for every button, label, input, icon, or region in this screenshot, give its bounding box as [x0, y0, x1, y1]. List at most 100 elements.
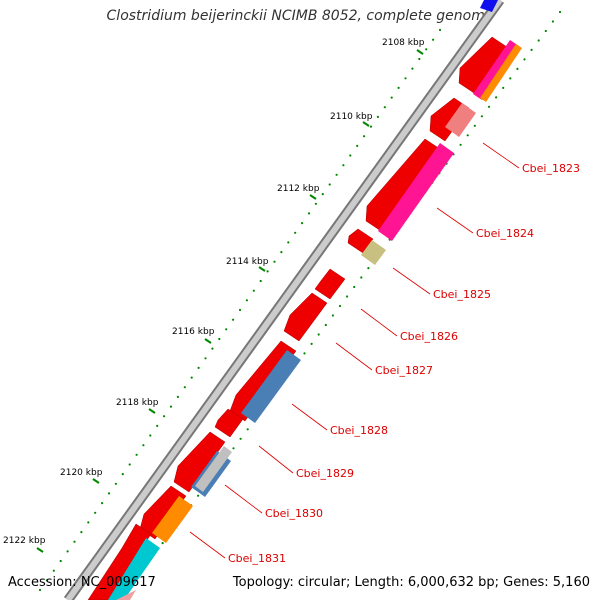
ruler-dot	[335, 173, 338, 176]
ruler-major-tick	[204, 338, 212, 344]
ruler-dot	[480, 115, 483, 118]
gene-bar-orange[interactable]	[152, 496, 193, 543]
ruler-label-2122: 2122 kbp	[3, 536, 46, 546]
ruler-dot	[273, 260, 276, 263]
ruler-dot	[107, 492, 111, 495]
ruler-dot	[331, 314, 334, 317]
reverse-strand-genes	[108, 40, 522, 600]
ruler-dot	[232, 447, 235, 450]
gene-bar-salmon[interactable]	[445, 103, 476, 137]
ruler-major-tick	[92, 478, 100, 484]
ruler-dot	[314, 202, 317, 205]
forward-gene[interactable]	[283, 292, 328, 342]
gene-label-cbei-1827[interactable]: Cbei_1827	[375, 364, 433, 377]
ruler-dot	[360, 276, 363, 279]
gene-bar-magenta[interactable]	[378, 143, 454, 241]
gene-label-cbei-1831[interactable]: Cbei_1831	[228, 552, 286, 565]
ruler-dot	[211, 347, 214, 350]
forward-gene[interactable]	[458, 36, 508, 94]
ruler-dot	[80, 531, 83, 534]
ruler-dot	[294, 231, 297, 234]
ruler-dot	[411, 67, 414, 70]
map-title: Clostridium beijerinckii NCIMB 8052, com…	[106, 8, 494, 24]
ruler-dot	[466, 134, 469, 137]
forward-gene[interactable]	[314, 268, 346, 300]
ruler-dot	[544, 29, 547, 33]
ruler-dot	[404, 77, 407, 80]
ruler-major-tick	[362, 121, 370, 127]
gene-bar-steel-blue[interactable]	[241, 350, 301, 423]
ruler-labels: 2108 kbp 2110 kbp 2112 kbp 2114 kbp 2116…	[3, 38, 425, 546]
ruler-dot	[438, 28, 442, 32]
ruler-dot	[523, 58, 526, 61]
ruler-dot	[321, 193, 324, 196]
ruler-dot	[432, 38, 435, 41]
ruler-dot	[383, 106, 386, 109]
ruler-dot	[537, 39, 540, 42]
gene-label-cbei-1823[interactable]: Cbei_1823	[522, 162, 580, 175]
ruler-dot	[149, 434, 152, 437]
ruler-dot	[245, 299, 248, 302]
ruler-dot	[328, 183, 331, 186]
ruler-dot	[52, 569, 55, 572]
ruler-dot	[94, 511, 97, 514]
ruler-dot	[101, 502, 104, 505]
ruler-dot	[163, 415, 166, 418]
ruler-dot	[495, 96, 498, 99]
leader-line	[482, 142, 520, 169]
ruler-label-2114: 2114 kbp	[226, 257, 269, 267]
ruler-dot	[487, 105, 491, 108]
ruler-dot	[87, 521, 90, 524]
ruler-dot	[558, 10, 562, 14]
gene-label-cbei-1828[interactable]: Cbei_1828	[330, 424, 388, 437]
genome-summary-text: Topology: circular; Length: 6,000,632 bp…	[232, 575, 590, 590]
leader-line	[360, 308, 398, 337]
gene-bar-olive[interactable]	[361, 240, 386, 265]
gene-bar-orange-top[interactable]	[480, 44, 522, 102]
gene-label-cbei-1829[interactable]: Cbei_1829	[296, 467, 354, 480]
ruler-dot	[363, 135, 366, 138]
ruler-dot	[121, 473, 124, 476]
gene-bar-light-gray[interactable]	[195, 446, 232, 492]
backbone	[63, 0, 505, 600]
ruler-label-2118: 2118 kbp	[116, 398, 159, 408]
ruler-dot	[356, 144, 359, 147]
ruler-dot	[353, 285, 356, 289]
gene-label-cbei-1826[interactable]: Cbei_1826	[400, 330, 458, 343]
leader-lines	[189, 142, 520, 559]
ruler-dot	[473, 124, 476, 127]
gene-label-cbei-1825[interactable]: Cbei_1825	[433, 288, 491, 301]
ruler-dot	[59, 559, 62, 563]
gene-arrow-blue[interactable]	[480, 0, 498, 12]
gene-label-cbei-1824[interactable]: Cbei_1824	[476, 227, 534, 240]
ruler-major-tick	[416, 49, 424, 55]
ruler-label-2112: 2112 kbp	[277, 184, 320, 194]
accession-text: Accession: NC_009617	[8, 575, 156, 590]
gene-bar-cyan[interactable]	[108, 538, 160, 600]
ruler-dot	[349, 154, 352, 157]
ruler-dot	[204, 357, 207, 360]
ruler-dot	[161, 542, 164, 545]
ruler-dot	[176, 395, 179, 398]
ruler-dot	[509, 77, 512, 80]
forward-gene[interactable]	[173, 431, 226, 493]
forward-gene[interactable]	[87, 523, 152, 600]
ruler-major-tick	[148, 408, 156, 414]
ruler-dot	[376, 115, 379, 118]
forward-gene[interactable]	[347, 228, 374, 254]
gene-bar-magenta-top[interactable]	[473, 40, 519, 100]
ruler-dot	[66, 550, 69, 553]
gene-bar-salmon-bottom[interactable]	[116, 590, 136, 600]
leader-line	[335, 342, 373, 371]
ruler-label-2116: 2116 kbp	[172, 327, 215, 337]
gene-label-cbei-1830[interactable]: Cbei_1830	[265, 507, 323, 520]
ruler-dot	[516, 67, 519, 70]
ruler-dot	[232, 318, 235, 321]
leader-line	[392, 267, 431, 295]
ruler-dot	[287, 241, 290, 244]
ruler-dot	[156, 424, 159, 427]
ruler-dot	[369, 125, 373, 128]
forward-gene[interactable]	[214, 408, 244, 438]
ruler-major-tick	[36, 547, 44, 553]
